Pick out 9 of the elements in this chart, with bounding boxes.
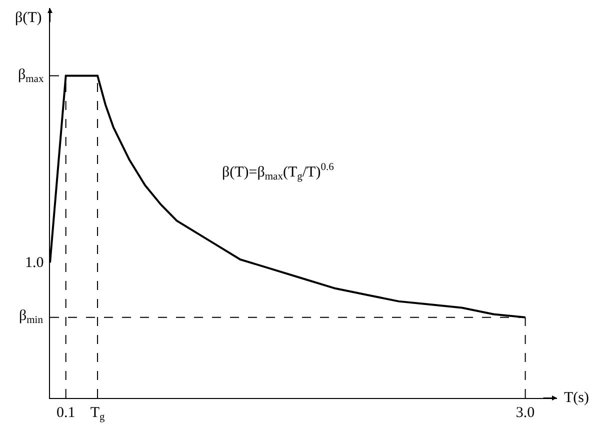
x-tick-label: T$_{g}$ [90, 405, 106, 424]
x-axis-title: T(s) [564, 390, 589, 406]
ref-line-label: β$_{min}$ [19, 308, 44, 326]
x-tick-label: 3.0 [516, 405, 535, 421]
annotation: 1.0 [25, 255, 44, 271]
y-axis-title: β(T) [15, 10, 42, 26]
x-tick-label: 0.1 [56, 405, 76, 421]
annotation: β(T)=β$_{max}$(T$_{g}$/T)$^{0.6}$ [222, 162, 334, 182]
ref-line-label: β$_{max}$ [18, 67, 44, 86]
